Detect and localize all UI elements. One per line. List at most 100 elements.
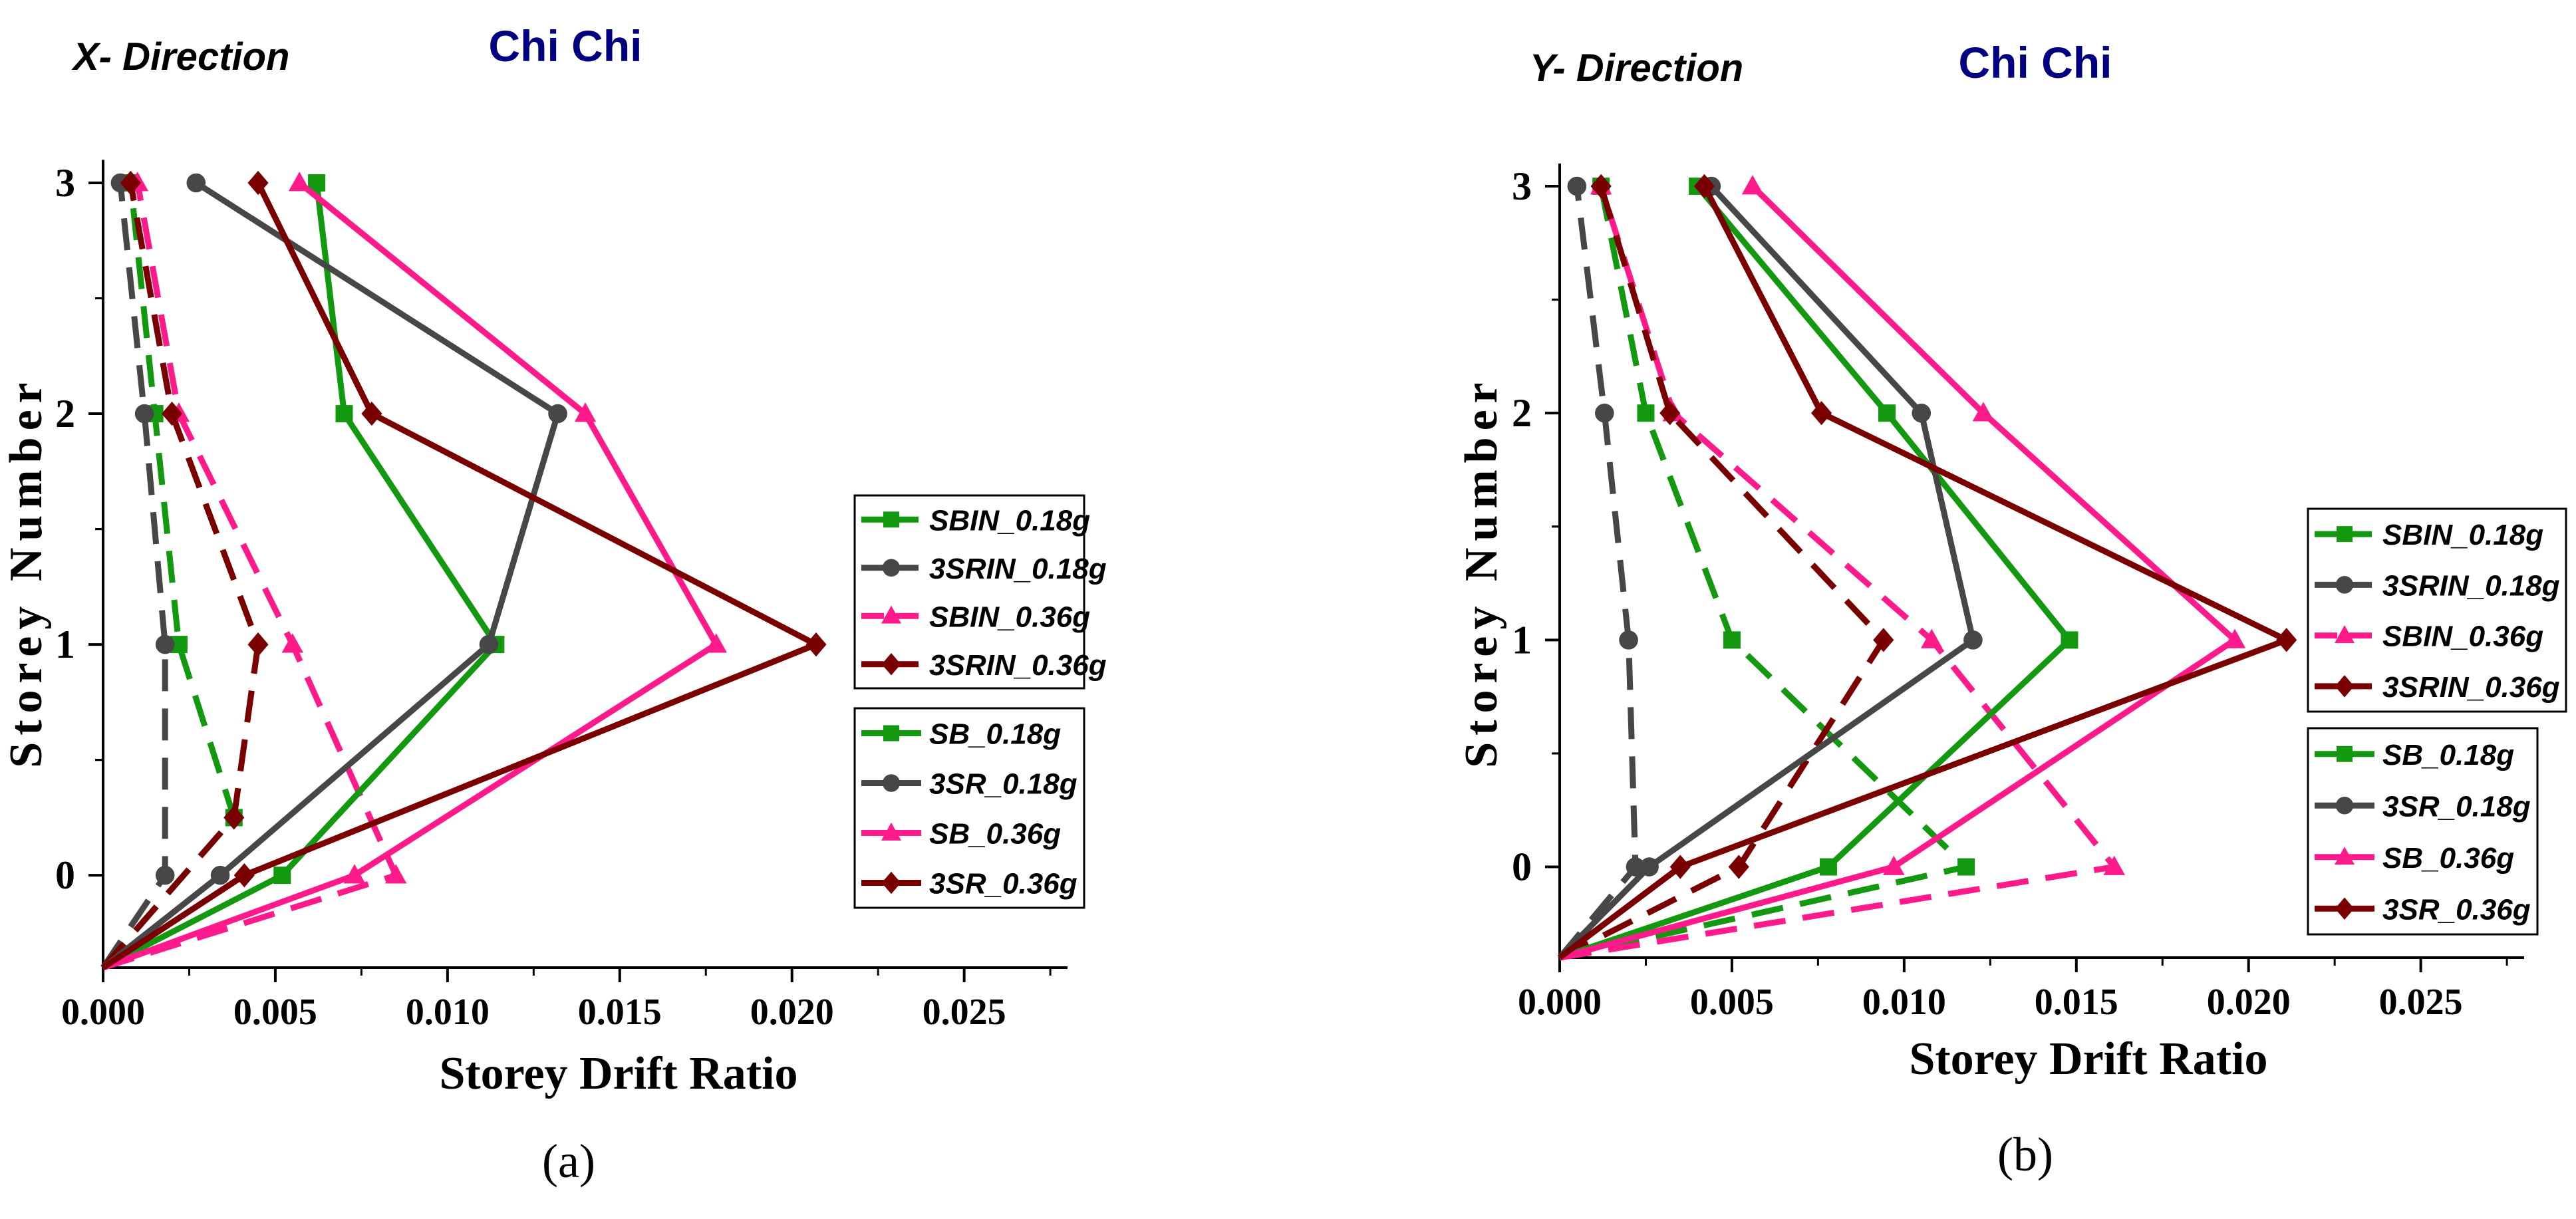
data-point-3SRIN_0.36g xyxy=(223,805,245,830)
legend-marker-SBIN_0.18g xyxy=(2337,526,2353,543)
x-tick-label: 0.020 xyxy=(750,992,834,1033)
chart-title: Chi Chi xyxy=(489,21,643,70)
data-point-3SRIN_0.18g xyxy=(155,634,175,654)
y-tick-label: 2 xyxy=(55,392,75,436)
data-point-SB_0.18g xyxy=(335,405,353,423)
legend-label: 3SRIN_0.18g xyxy=(2382,569,2560,602)
data-point-3SR_0.18g xyxy=(1912,403,1932,423)
legend-box xyxy=(2307,507,2567,713)
legend-marker-3SR_0.36g xyxy=(2335,897,2355,920)
legend-label: SB_0.36g xyxy=(929,818,1061,851)
series-line-3SRIN_0.18g xyxy=(100,182,168,970)
data-point-SB_0.36g xyxy=(574,402,597,422)
data-point-3SR_0.36g xyxy=(1810,400,1832,426)
direction-label: X- Direction xyxy=(71,35,290,78)
legend-marker-3SR_0.18g xyxy=(882,774,901,792)
y-tick-label: 0 xyxy=(1512,845,1532,889)
legend-marker-SBIN_0.36g xyxy=(881,605,901,624)
data-point-3SR_0.36g xyxy=(1693,174,1715,199)
data-point-SBIN_0.36g xyxy=(384,864,407,884)
legend-label: 3SR_0.36g xyxy=(929,868,1077,900)
data-point-3SRIN_0.18g xyxy=(1595,403,1614,423)
data-point-3SR_0.36g xyxy=(361,401,382,426)
chart-panel-a: 0.000 0.005 0.010 0.015 0.020 0.025 0 1 2 3 SBIN_0… xyxy=(1,21,1107,1188)
legend-label: SB_0.18g xyxy=(2382,739,2514,771)
data-point-SBIN_0.18g xyxy=(1723,631,1741,649)
data-point-3SRIN_0.36g xyxy=(120,170,142,196)
data-point-3SR_0.36g xyxy=(805,632,827,657)
data-point-3SRIN_0.18g xyxy=(155,865,175,885)
data-point-SB_0.36g xyxy=(343,864,366,884)
legend-marker-3SRIN_0.18g xyxy=(2335,576,2354,594)
legend-label: 3SR_0.18g xyxy=(2382,790,2531,823)
x-tick-label: 0.025 xyxy=(2379,982,2463,1023)
legend-marker-SB_0.18g xyxy=(2337,745,2353,762)
data-point-3SR_0.18g xyxy=(186,173,206,193)
x-tick-label: 0.005 xyxy=(233,992,317,1033)
y-tick-label: 3 xyxy=(55,161,75,205)
x-tick-label: 0.010 xyxy=(1862,982,1946,1023)
legend-marker-3SR_0.18g xyxy=(2335,797,2354,815)
data-point-SB_0.36g xyxy=(1741,175,1764,195)
data-point-SBIN_0.36g xyxy=(281,633,304,653)
legend-marker-SB_0.18g xyxy=(883,725,899,742)
x-tick-label: 0.015 xyxy=(578,992,662,1033)
data-point-SB_0.18g xyxy=(2061,631,2078,649)
x-tick-label: 0.000 xyxy=(1518,982,1602,1023)
y-axis-label: Storey Number xyxy=(1,376,52,767)
data-point-SB_0.18g xyxy=(1819,858,1837,876)
data-point-SB_0.36g xyxy=(288,172,311,192)
x-tick-label: 0.010 xyxy=(406,992,490,1033)
data-point-3SR_0.36g xyxy=(2276,628,2297,652)
data-point-3SRIN_0.36g xyxy=(1728,855,1749,879)
legend-marker-3SR_0.36g xyxy=(881,871,901,894)
data-point-3SRIN_0.18g xyxy=(1567,176,1587,196)
data-point-3SR_0.18g xyxy=(479,634,499,654)
subfigure-caption: (a) xyxy=(542,1135,595,1188)
chart-panel-b: 0.000 0.005 0.010 0.015 0.020 0.025 0 1 2 3 SBIN_0… xyxy=(1456,38,2567,1181)
legend-marker-SB_0.36g xyxy=(2335,847,2355,865)
legend-label: SBIN_0.36g xyxy=(929,601,1090,633)
legend-marker-SB_0.36g xyxy=(881,822,901,841)
legend-marker-3SRIN_0.18g xyxy=(882,559,901,577)
legend-label: 3SRIN_0.36g xyxy=(2382,671,2560,704)
legend-marker-3SRIN_0.36g xyxy=(881,652,901,676)
data-point-SB_0.18g xyxy=(1878,404,1896,422)
data-point-3SRIN_0.36g xyxy=(1659,400,1681,426)
data-point-3SRIN_0.18g xyxy=(1626,857,1646,877)
data-point-SBIN_0.18g xyxy=(1957,858,1975,876)
x-axis-label: Storey Drift Ratio xyxy=(439,1048,797,1099)
data-point-SB_0.36g xyxy=(2223,628,2246,648)
legend-marker-3SRIN_0.36g xyxy=(2335,675,2355,698)
legend-label: 3SRIN_0.18g xyxy=(929,553,1107,585)
subfigure-caption: (b) xyxy=(1997,1128,2053,1181)
series-line-SBIN_0.18g xyxy=(100,182,237,970)
data-point-3SR_0.18g xyxy=(210,865,230,885)
legend-label: SBIN_0.18g xyxy=(929,504,1090,537)
y-axis-label: Storey Number xyxy=(1456,376,1507,767)
y-tick-label: 0 xyxy=(55,853,75,897)
x-tick-label: 0.005 xyxy=(1690,982,1774,1023)
data-point-3SRIN_0.36g xyxy=(1590,174,1612,199)
x-tick-label: 0.000 xyxy=(61,992,145,1033)
data-point-3SR_0.18g xyxy=(1640,857,1659,877)
data-point-3SR_0.18g xyxy=(548,404,567,424)
chart-title: Chi Chi xyxy=(1959,38,2112,87)
y-tick-label: 1 xyxy=(55,622,75,666)
data-point-SBIN_0.18g xyxy=(1637,404,1655,422)
legend-marker-SBIN_0.36g xyxy=(2335,625,2355,644)
data-point-3SRIN_0.36g xyxy=(247,632,269,657)
data-point-3SRIN_0.18g xyxy=(1619,630,1638,650)
x-tick-label: 0.015 xyxy=(2035,982,2118,1023)
y-tick-label: 3 xyxy=(1512,164,1532,208)
legend-label: SBIN_0.18g xyxy=(2382,519,2543,551)
legend-label: 3SRIN_0.36g xyxy=(929,649,1107,682)
y-tick-label: 2 xyxy=(1512,391,1532,435)
x-axis-label: Storey Drift Ratio xyxy=(1909,1033,2267,1085)
data-point-3SRIN_0.18g xyxy=(134,404,154,424)
data-point-SB_0.36g xyxy=(1883,855,1905,875)
legend-label: 3SR_0.36g xyxy=(2382,893,2531,926)
data-point-3SR_0.36g xyxy=(233,863,255,888)
x-tick-label: 0.020 xyxy=(2207,982,2291,1023)
legend-marker-SBIN_0.18g xyxy=(883,511,899,528)
